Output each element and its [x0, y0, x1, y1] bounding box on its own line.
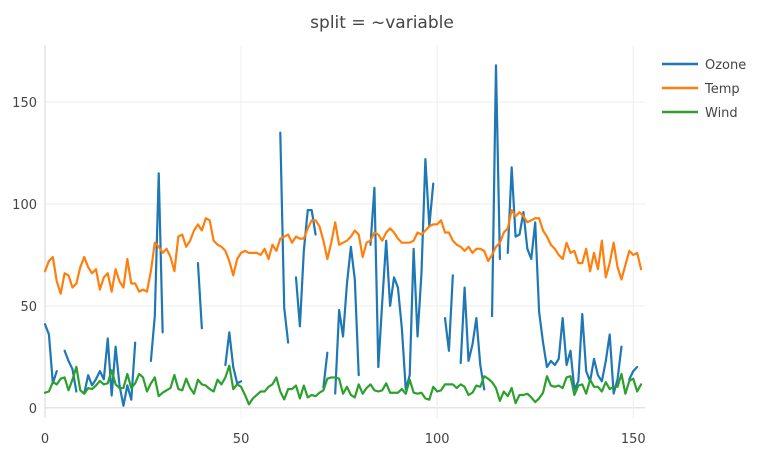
legend-item-ozone[interactable]: Ozone — [662, 58, 746, 73]
x-tick-label: 0 — [41, 432, 49, 447]
series-line-temp[interactable] — [43, 209, 643, 295]
series-wind[interactable] — [43, 364, 643, 406]
y-tick-label: 100 — [12, 198, 37, 213]
series-line-wind[interactable] — [43, 364, 643, 406]
series-layer — [43, 64, 643, 407]
legend[interactable]: Ozone Temp Wind — [662, 58, 746, 121]
series-temp[interactable] — [43, 209, 643, 295]
legend-label: Temp — [704, 82, 740, 97]
y-tick-label: 50 — [20, 300, 37, 315]
chart-title: split = ~variable — [310, 13, 454, 33]
y-tick-label: 0 — [29, 402, 37, 417]
y-axis-ticks: 0 50 100 150 — [12, 96, 37, 417]
legend-item-wind[interactable]: Wind — [662, 106, 738, 121]
x-tick-label: 150 — [621, 432, 646, 447]
x-tick-label: 50 — [233, 432, 250, 447]
legend-label: Ozone — [705, 58, 746, 73]
legend-item-temp[interactable]: Temp — [662, 82, 740, 97]
x-axis-ticks: 0 50 100 150 — [41, 432, 646, 447]
x-tick-label: 100 — [425, 432, 450, 447]
gridlines — [44, 45, 645, 418]
legend-label: Wind — [705, 106, 738, 121]
y-tick-label: 150 — [12, 96, 37, 111]
